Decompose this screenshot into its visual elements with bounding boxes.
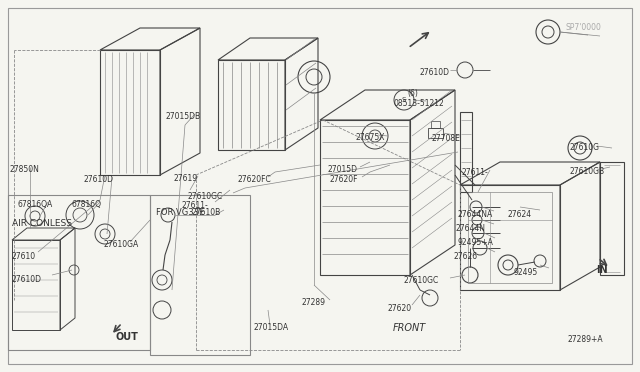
Bar [8, 195, 150, 350]
Text: 27610GC: 27610GC [188, 192, 223, 201]
Text: 27708E: 27708E [431, 134, 460, 143]
Text: 27620: 27620 [388, 304, 412, 313]
Text: 27289: 27289 [302, 298, 326, 307]
Text: 27015DB: 27015DB [165, 112, 200, 121]
Bar [431, 121, 440, 128]
Text: 27610GC: 27610GC [403, 276, 438, 285]
Text: 92495+A: 92495+A [457, 238, 493, 247]
Text: FOR VG33E: FOR VG33E [156, 208, 204, 217]
Text: 27611-: 27611- [461, 168, 488, 177]
Text: 27626: 27626 [454, 252, 478, 261]
Text: 27675X: 27675X [355, 133, 385, 142]
Text: 67816Q: 67816Q [72, 200, 102, 209]
Text: 27611-: 27611- [182, 201, 209, 210]
Text: 27619: 27619 [174, 174, 198, 183]
Text: 27289+A: 27289+A [568, 335, 604, 344]
Text: 27620F: 27620F [330, 175, 358, 184]
Text: SP7'0000: SP7'0000 [566, 23, 602, 32]
Text: 27610D: 27610D [11, 275, 41, 284]
Text: 27610D: 27610D [84, 175, 114, 184]
Text: 92495: 92495 [513, 268, 537, 277]
Text: 27610G: 27610G [570, 143, 600, 152]
Text: 27015D: 27015D [328, 165, 358, 174]
Text: 27610GA: 27610GA [103, 240, 138, 249]
Text: 27644NA: 27644NA [458, 210, 493, 219]
Text: 27644N: 27644N [455, 224, 485, 233]
Bar [460, 112, 472, 192]
Text: 27610B: 27610B [192, 208, 221, 217]
Text: 27850N: 27850N [10, 165, 40, 174]
Text: 27620FC: 27620FC [238, 175, 272, 184]
Bar [428, 128, 443, 138]
Text: AIR CONLESS: AIR CONLESS [12, 219, 72, 228]
Text: OUT: OUT [115, 332, 138, 342]
Text: 08513-51212: 08513-51212 [393, 99, 444, 108]
Text: 27610D: 27610D [420, 68, 450, 77]
Text: (6): (6) [407, 89, 418, 98]
Text: 27610GB: 27610GB [569, 167, 604, 176]
Text: FRONT: FRONT [393, 323, 426, 333]
Bar [150, 195, 250, 355]
Text: S: S [402, 97, 406, 103]
Text: 27624: 27624 [508, 210, 532, 219]
Text: IN: IN [596, 265, 607, 275]
Text: 67816QA: 67816QA [18, 200, 53, 209]
Text: 27015DA: 27015DA [254, 323, 289, 332]
Text: 27610: 27610 [11, 252, 35, 261]
